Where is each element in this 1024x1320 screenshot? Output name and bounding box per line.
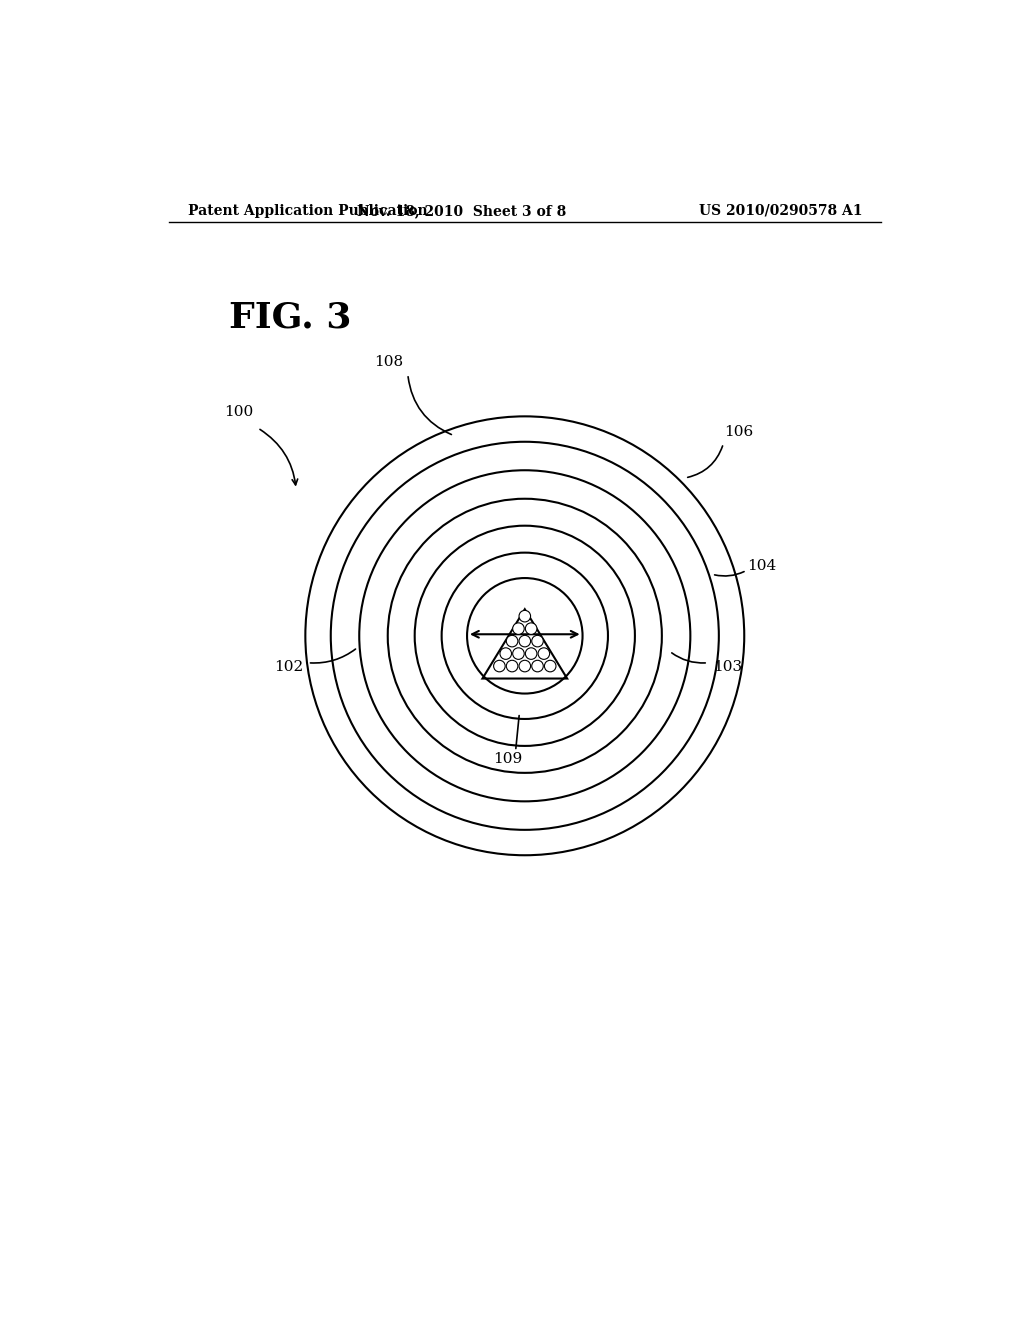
Circle shape [525,623,537,635]
Text: 109: 109 [494,752,522,766]
Circle shape [519,660,530,672]
Circle shape [513,623,524,635]
Circle shape [506,635,518,647]
Text: 104: 104 [748,560,776,573]
Circle shape [519,635,530,647]
Circle shape [519,610,530,622]
Text: 103: 103 [713,660,741,673]
Text: 106: 106 [724,425,754,438]
Circle shape [545,660,556,672]
Text: FIG. 3: FIG. 3 [229,301,351,335]
Circle shape [531,660,544,672]
Text: 102: 102 [273,660,303,673]
Text: 108: 108 [374,355,403,370]
Circle shape [506,660,518,672]
Text: Patent Application Publication: Patent Application Publication [188,203,428,218]
Circle shape [531,635,544,647]
Text: Nov. 18, 2010  Sheet 3 of 8: Nov. 18, 2010 Sheet 3 of 8 [357,203,566,218]
Circle shape [500,648,512,660]
Text: US 2010/0290578 A1: US 2010/0290578 A1 [698,203,862,218]
Circle shape [525,648,537,660]
Circle shape [513,648,524,660]
Circle shape [538,648,550,660]
Circle shape [494,660,505,672]
Text: 100: 100 [223,405,253,420]
